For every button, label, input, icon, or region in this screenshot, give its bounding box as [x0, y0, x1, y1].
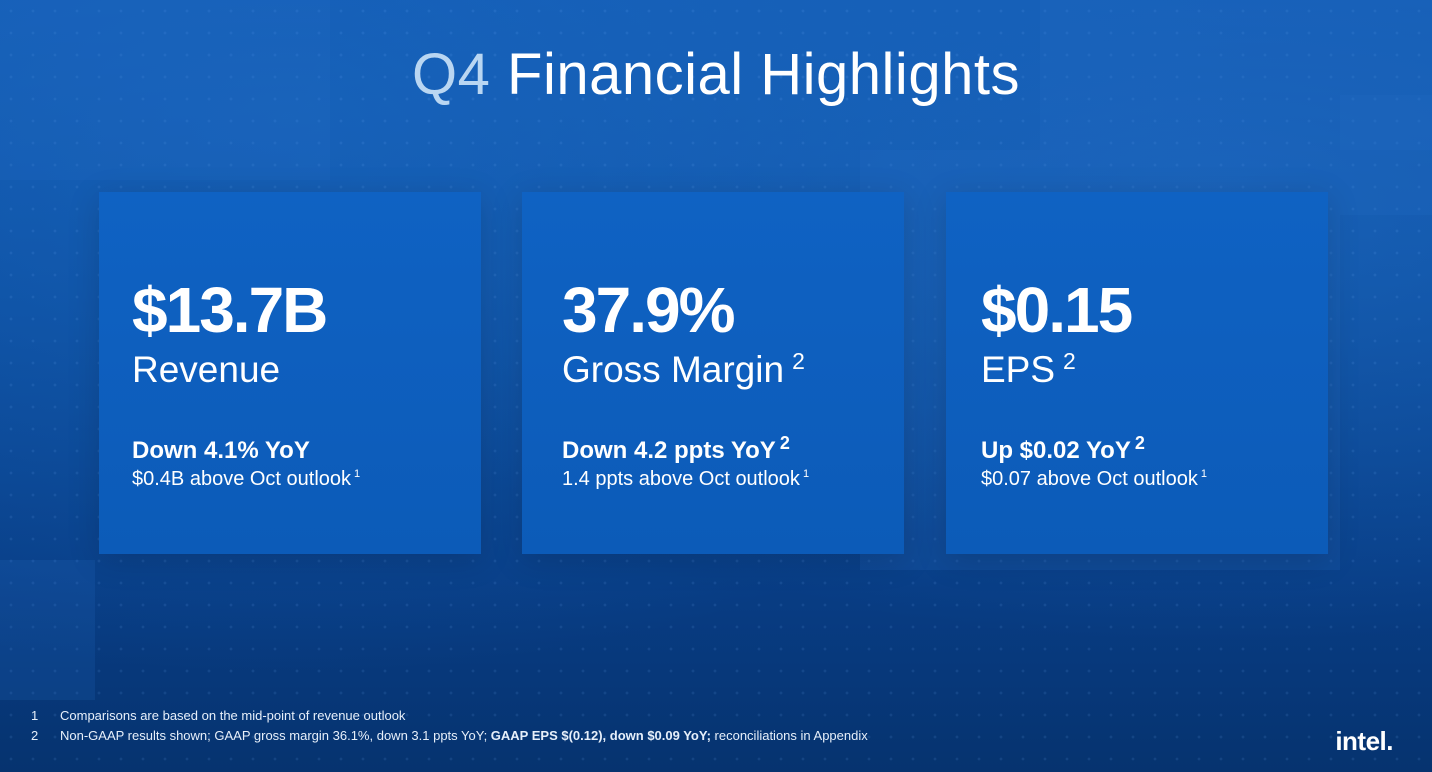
outlook-comparison: 1.4 ppts above Oct outlook 1	[562, 468, 810, 490]
footnote-ref: 2	[1134, 433, 1145, 453]
revenue-card: $13.7B Revenue Down 4.1% YoY $0.4B above…	[99, 192, 481, 554]
background-block	[1340, 95, 1432, 215]
metric-value: 37.9%	[562, 274, 735, 346]
metric-value: $13.7B	[132, 274, 328, 346]
footnote-number: 1	[31, 708, 39, 723]
footnote-text: Comparisons are based on the mid-point o…	[60, 708, 406, 723]
eps-card: $0.15 EPS 2 Up $0.02 YoY 2 $0.07 above Oct…	[946, 192, 1328, 554]
gross-margin-card: 37.9% Gross Margin 2 Down 4.2 ppts YoY 2 1…	[522, 192, 904, 554]
footnote-ref: 1	[1200, 468, 1207, 481]
footnote-text: Non-GAAP results shown; GAAP gross margi…	[60, 728, 868, 743]
metric-label: EPS 2	[981, 347, 1076, 390]
footnote-ref: 2	[792, 347, 805, 374]
metric-value: $0.15	[981, 274, 1133, 346]
outlook-comparison: $0.07 above Oct outlook 1	[981, 468, 1207, 490]
footnote-ref: 1	[354, 468, 361, 481]
page-title: Q4 Financial Highlights	[0, 40, 1432, 110]
yoy-change: Down 4.2 ppts YoY 2	[562, 433, 790, 464]
intel-logo: intel.	[1335, 726, 1393, 756]
outlook-comparison: $0.4B above Oct outlook 1	[132, 468, 361, 490]
metric-label: Revenue	[132, 349, 281, 390]
footnote-2: 2 Non-GAAP results shown; GAAP gross mar…	[31, 726, 868, 746]
footnote-1: 1 Comparisons are based on the mid-point…	[31, 706, 868, 726]
title-text: Financial Highlights	[507, 42, 1020, 107]
footnote-number: 2	[31, 728, 39, 743]
footnote-ref: 2	[779, 433, 790, 453]
background-block	[0, 560, 95, 700]
yoy-change: Down 4.1% YoY	[132, 437, 310, 464]
metric-label: Gross Margin 2	[562, 347, 805, 390]
title-quarter: Q4	[412, 42, 491, 107]
footnote-ref: 1	[802, 468, 810, 481]
footnote-ref: 2	[1063, 347, 1076, 374]
footnotes: 1 Comparisons are based on the mid-point…	[31, 706, 868, 746]
yoy-change: Up $0.02 YoY 2	[981, 433, 1145, 464]
